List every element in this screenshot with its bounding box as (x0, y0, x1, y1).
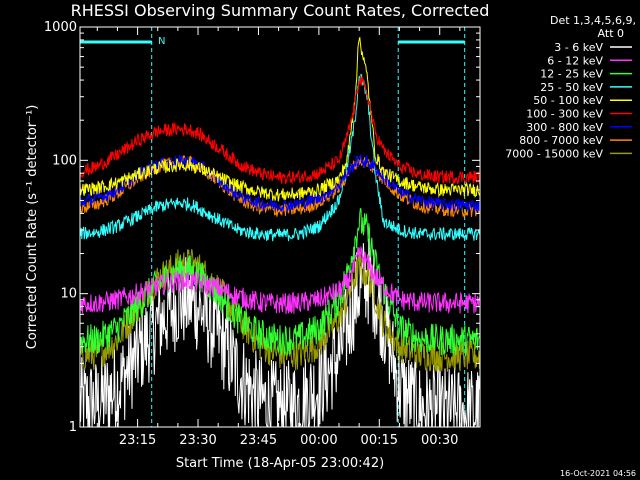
x-tick-label: 00:30 (421, 433, 458, 448)
legend-header-line2: Att 0 (598, 27, 624, 40)
legend-label-4: 50 - 100 keV (533, 94, 603, 107)
chart-title: RHESSI Observing Summary Count Rates, Co… (71, 1, 490, 20)
y-tick-label: 10 (60, 287, 77, 302)
x-tick-label: 23:15 (119, 433, 156, 448)
legend-label-8: 7000 - 15000 keV (505, 147, 603, 160)
legend-header-line1: Det 1,3,4,5,6,9, (550, 14, 636, 27)
plot-frame (79, 26, 481, 428)
series-line-3 (79, 73, 480, 242)
series-line-1 (79, 245, 480, 315)
legend-label-5: 100 - 300 keV (526, 108, 603, 121)
series-line-0 (79, 238, 480, 429)
x-tick-label: 00:00 (300, 433, 337, 448)
x-tick-label: 23:30 (179, 433, 216, 448)
y-axis-ticks: 1 10 100 1000 (44, 20, 480, 435)
x-tick-label: 23:45 (240, 433, 277, 448)
y-tick-label: 100 (52, 153, 77, 168)
y-tick-label: 1 (69, 420, 77, 435)
legend-label-1: 6 - 12 keV (547, 54, 603, 67)
y-tick-label: 1000 (44, 20, 77, 35)
x-tick-label: 00:15 (361, 433, 398, 448)
legend-label-7: 800 - 7000 keV (519, 134, 603, 147)
legend-label-3: 25 - 50 keV (540, 81, 603, 94)
series-line-5 (79, 75, 480, 185)
legend-label-0: 3 - 6 keV (554, 41, 603, 54)
y-axis-label: Corrected Count Rate (s⁻¹ detector⁻¹) (25, 105, 40, 350)
series-lines (79, 37, 480, 429)
x-axis-label: Start Time (18-Apr-05 23:00:42) (176, 456, 384, 471)
legend-label-2: 12 - 25 keV (540, 68, 603, 81)
x-axis-ticks: 23:15 23:30 23:45 00:00 00:15 00:30 (96, 27, 461, 448)
flag-label: N (158, 36, 165, 47)
timestamp: 16-Oct-2021 04:56 (560, 469, 636, 478)
legend-label-6: 300 - 800 keV (526, 121, 603, 134)
series-line-4 (79, 37, 480, 202)
